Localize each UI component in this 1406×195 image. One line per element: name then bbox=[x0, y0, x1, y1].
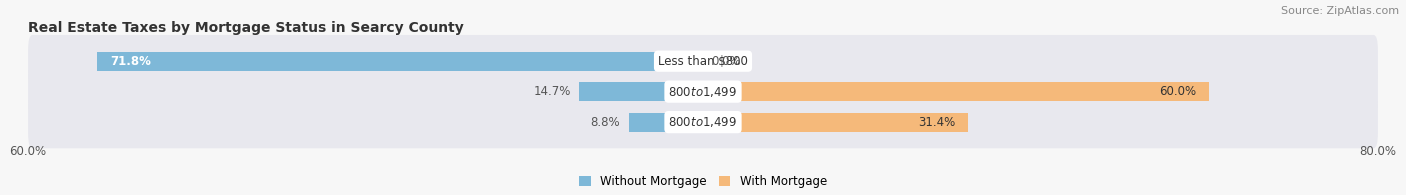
Text: 14.7%: 14.7% bbox=[533, 85, 571, 98]
Text: Less than $800: Less than $800 bbox=[658, 55, 748, 68]
Bar bbox=[97, 52, 703, 71]
Text: Real Estate Taxes by Mortgage Status in Searcy County: Real Estate Taxes by Mortgage Status in … bbox=[28, 21, 464, 35]
Text: 0.0%: 0.0% bbox=[711, 55, 741, 68]
Bar bbox=[703, 113, 967, 132]
FancyBboxPatch shape bbox=[28, 96, 1378, 148]
Bar bbox=[703, 82, 1209, 101]
Legend: Without Mortgage, With Mortgage: Without Mortgage, With Mortgage bbox=[579, 175, 827, 188]
FancyBboxPatch shape bbox=[28, 35, 1378, 87]
Text: $800 to $1,499: $800 to $1,499 bbox=[668, 85, 738, 99]
Bar bbox=[579, 82, 703, 101]
Text: $800 to $1,499: $800 to $1,499 bbox=[668, 115, 738, 129]
Text: Source: ZipAtlas.com: Source: ZipAtlas.com bbox=[1281, 6, 1399, 16]
Text: 60.0%: 60.0% bbox=[1160, 85, 1197, 98]
FancyBboxPatch shape bbox=[28, 66, 1378, 118]
Bar bbox=[628, 113, 703, 132]
Text: 31.4%: 31.4% bbox=[918, 116, 955, 129]
Text: 71.8%: 71.8% bbox=[110, 55, 150, 68]
Text: 8.8%: 8.8% bbox=[591, 116, 620, 129]
